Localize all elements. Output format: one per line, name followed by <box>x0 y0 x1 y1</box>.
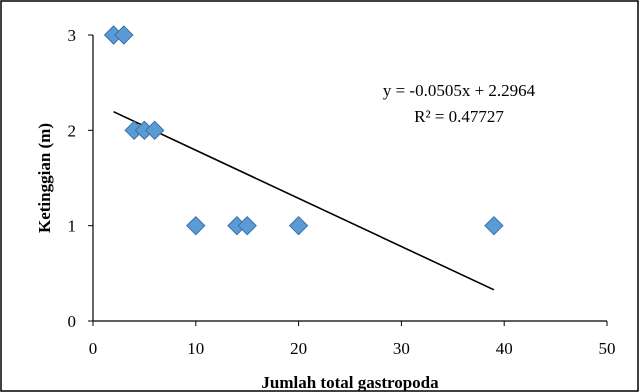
y-tick-label: 2 <box>68 121 77 140</box>
x-tick-label: 20 <box>290 339 307 358</box>
trendline <box>113 110 495 291</box>
y-tick-label: 3 <box>68 26 77 45</box>
data-point <box>237 215 257 236</box>
data-point <box>114 25 134 45</box>
ticks: 0 10 20 30 40 50 0 1 2 3 <box>68 26 616 358</box>
x-tick-label: 30 <box>393 339 410 358</box>
y-tick-label: 1 <box>68 217 77 236</box>
trendline-r-squared: R² = 0.47727 <box>414 107 504 126</box>
axes <box>92 35 607 322</box>
x-tick-label: 50 <box>599 339 616 358</box>
y-tick-label: 0 <box>68 312 77 331</box>
x-tick-label: 0 <box>89 339 98 358</box>
data-point <box>288 215 309 236</box>
x-tick-label: 10 <box>187 339 204 358</box>
x-axis-label: Jumlah total gastropoda <box>261 373 439 392</box>
trendline-equation: y = -0.0505x + 2.2964 <box>383 81 536 100</box>
x-tick-label: 40 <box>496 339 513 358</box>
data-point <box>484 215 504 236</box>
data-points <box>103 25 504 236</box>
data-point <box>186 215 206 236</box>
data-point <box>144 120 165 141</box>
y-axis-label: Ketinggian (m) <box>35 123 54 233</box>
